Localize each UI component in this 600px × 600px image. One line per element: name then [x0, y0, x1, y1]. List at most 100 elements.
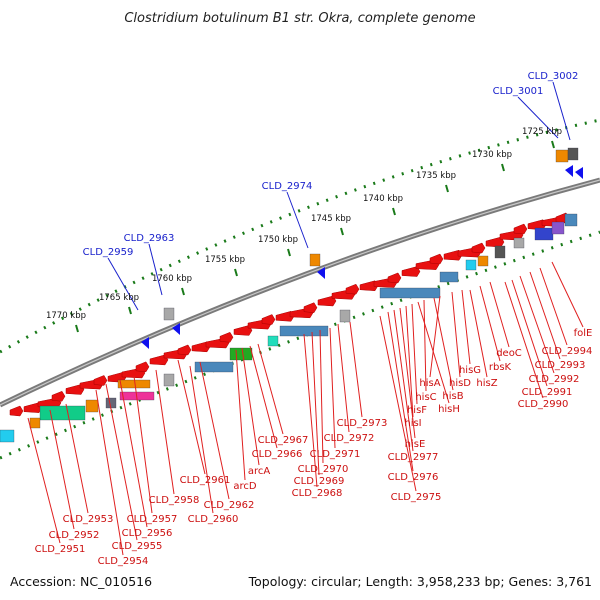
inner-gene-label: hisZ [476, 378, 497, 389]
kbp-tick-label: 1745 kbp [311, 214, 351, 224]
forward-gene-arrow [303, 302, 318, 313]
outer-label-leader [286, 191, 309, 249]
reverse-gene-arrow [317, 267, 325, 279]
inner-label-leader [429, 295, 441, 378]
cog-feature-box [551, 221, 565, 235]
kbp-tick-mark [75, 324, 79, 333]
inner-gene-label: deoC [496, 348, 522, 359]
inner-gene-label: CLD_2977 [388, 452, 439, 463]
kbp-tick-label: 1770 kbp [46, 311, 86, 321]
inner-label-leader [393, 309, 414, 452]
cog-feature-box [29, 417, 41, 429]
cog-feature-box [229, 347, 253, 361]
kbp-tick-label: 1740 kbp [363, 194, 403, 204]
inner-gene-label: rbsK [489, 362, 512, 373]
inner-label-leader [529, 271, 561, 360]
cog-feature-box [339, 309, 351, 323]
inner-label-leader [49, 409, 75, 530]
forward-gene-arrow [485, 236, 505, 248]
forward-gene-arrow [345, 283, 360, 295]
inner-gene-label: CLD_2973 [337, 418, 388, 429]
kbp-tick-label: 1765 kbp [99, 293, 139, 303]
inner-label-leader [433, 297, 454, 391]
topology-label: Topology: circular; Length: 3,958,233 bp… [248, 574, 592, 589]
inner-label-leader [65, 403, 89, 514]
inner-label-leader [257, 343, 284, 435]
cog-feature-box [85, 399, 99, 413]
forward-gene-arrow [219, 331, 234, 343]
inner-label-leader [399, 307, 416, 439]
inner-gene-label: CLD_2953 [63, 514, 114, 525]
inner-gene-label: CLD_2961 [180, 475, 231, 486]
inner-label-leader [469, 289, 488, 378]
outer-label-leader [148, 243, 163, 296]
cog-feature-box [494, 245, 506, 259]
outer-gene-label: CLD_2963 [124, 233, 175, 244]
cog-feature-box [163, 307, 175, 321]
cog-feature-box [379, 287, 441, 299]
inner-gene-label: hisE [405, 439, 426, 450]
forward-gene-arrow [387, 272, 402, 284]
kbp-tick-mark [287, 248, 291, 257]
inner-gene-label: CLD_2958 [149, 495, 200, 506]
inner-gene-label: hisD [449, 378, 471, 389]
inner-gene-label: CLD_2972 [324, 433, 375, 444]
inner-gene-label: CLD_2956 [122, 528, 173, 539]
inner-gene-label: CLD_2976 [388, 472, 439, 483]
inner-gene-label: hisC [415, 392, 436, 403]
forward-gene-arrow [471, 242, 486, 254]
forward-gene-arrow [527, 219, 547, 230]
inner-gene-label: arcD [233, 481, 257, 492]
inner-gene-label: hisI [404, 418, 421, 429]
inner-label-leader [539, 267, 568, 346]
forward-gene-arrow [191, 341, 211, 353]
inner-label-leader [387, 311, 414, 472]
inner-label-leader [417, 301, 450, 404]
forward-gene-arrow [9, 405, 24, 417]
inner-label-leader [329, 327, 336, 449]
inner-label-leader [337, 323, 350, 433]
kbp-tick-mark [501, 163, 505, 172]
inner-label-leader [303, 333, 318, 488]
kbp-tick-label: 1750 kbp [258, 235, 298, 245]
reverse-gene-arrow [575, 167, 583, 179]
forward-gene-arrow [443, 249, 463, 261]
cog-feature-box [39, 405, 86, 421]
inner-label-leader [119, 379, 148, 528]
cog-feature-box [564, 213, 578, 227]
reverse-gene-arrow [141, 337, 149, 349]
inner-gene-label: hisA [419, 378, 440, 389]
outer-gc-track [0, 118, 600, 354]
inner-label-leader [379, 315, 417, 492]
inner-label-leader [489, 281, 510, 348]
inner-label-leader [551, 261, 584, 328]
inner-label-leader [319, 329, 324, 464]
inner-label-leader [235, 349, 246, 481]
forward-gene-arrow [261, 314, 276, 325]
feature-tracks [0, 118, 600, 460]
kbp-tick-mark [128, 306, 132, 315]
inner-gene-label: CLD_2966 [252, 449, 303, 460]
cog-feature-box [194, 361, 234, 373]
kbp-tick-label: 1755 kbp [205, 255, 245, 265]
inner-gene-label: CLD_2994 [542, 346, 593, 357]
forward-gene-arrow [233, 325, 253, 336]
inner-label-leader [411, 303, 418, 405]
cog-feature-box [105, 397, 117, 409]
kbp-tick-label: 1725 kbp [522, 127, 562, 137]
cog-feature-box [309, 253, 321, 267]
forward-gene-arrow [65, 384, 85, 395]
inner-gene-label: CLD_2971 [310, 449, 361, 460]
inner-gene-label: CLD_2952 [49, 530, 100, 541]
outer-gene-label: CLD_3002 [528, 71, 579, 82]
inner-label-leader [27, 417, 61, 544]
inner-gene-label: CLD_2970 [298, 464, 349, 475]
inner-gene-label: CLD_2991 [522, 387, 573, 398]
inner-gene-label: CLD_2969 [294, 476, 345, 487]
inner-label-leader [461, 289, 471, 365]
outer-gene-label: CLD_2959 [83, 247, 134, 258]
forward-gene-arrow [93, 375, 108, 386]
inner-gene-label: CLD_2975 [391, 492, 442, 503]
inner-gene-label: hisG [459, 365, 481, 376]
